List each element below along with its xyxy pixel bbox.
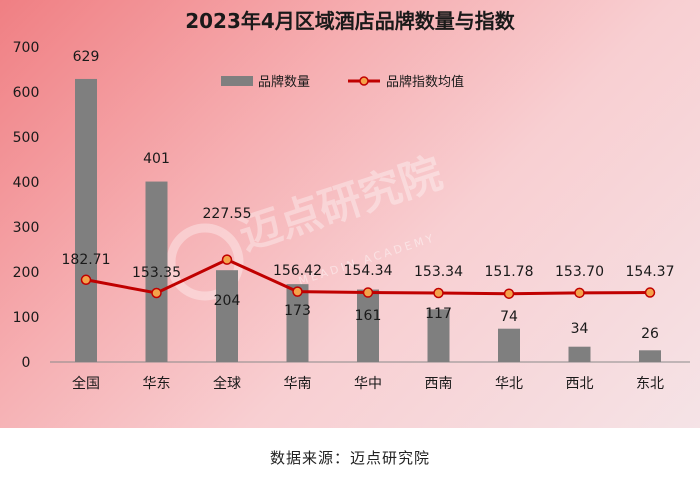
line-point bbox=[433, 287, 444, 299]
line-point bbox=[292, 286, 303, 297]
y-tick-label: 200 bbox=[13, 265, 40, 281]
line-value-label: 154.37 bbox=[626, 264, 675, 280]
line-point bbox=[362, 287, 374, 298]
bar bbox=[357, 289, 379, 362]
x-tick-label: 全国 bbox=[72, 375, 100, 392]
x-tick-label: 华东 bbox=[143, 376, 171, 392]
line-value-label: 182.71 bbox=[62, 252, 111, 268]
line-value-label: 153.34 bbox=[414, 264, 463, 280]
bar-value-label: 629 bbox=[73, 49, 100, 65]
bar bbox=[286, 284, 309, 362]
data-source-text: 数据来源：迈点研究院 bbox=[269, 448, 430, 467]
bar bbox=[568, 346, 591, 362]
x-tick-label: 西北 bbox=[566, 376, 594, 392]
y-tick-label: 300 bbox=[13, 220, 40, 236]
line-point bbox=[644, 287, 656, 298]
x-tick-label: 全球 bbox=[213, 375, 241, 392]
bar-value-label: 34 bbox=[571, 321, 589, 337]
watermark-logo bbox=[166, 223, 244, 301]
bar bbox=[145, 181, 168, 362]
legend-bar-label: 品牌数量 bbox=[258, 74, 310, 90]
line-value-label: 227.55 bbox=[203, 206, 252, 222]
y-tick-label: 500 bbox=[13, 130, 40, 146]
footer: 数据来源：迈点研究院 bbox=[0, 428, 700, 486]
y-tick-label: 400 bbox=[13, 175, 40, 191]
x-tick-label: 华南 bbox=[284, 376, 312, 392]
line-value-label: 154.34 bbox=[344, 263, 393, 279]
y-tick-label: 600 bbox=[13, 85, 40, 101]
line-value-label: 153.35 bbox=[132, 265, 181, 281]
x-tick-label: 西南 bbox=[425, 376, 453, 392]
y-tick-label: 700 bbox=[13, 40, 40, 56]
line-point bbox=[503, 288, 515, 299]
x-tick-label: 东北 bbox=[636, 376, 664, 392]
y-tick-label: 100 bbox=[13, 310, 40, 326]
legend-line-label: 品牌指数均值 bbox=[386, 74, 464, 90]
x-tick-label: 华中 bbox=[354, 376, 382, 392]
y-tick-label: 0 bbox=[22, 355, 31, 371]
bar-value-label: 204 bbox=[214, 293, 241, 309]
bar bbox=[498, 328, 520, 362]
legend-line-marker bbox=[359, 76, 369, 86]
legend-bar-swatch bbox=[221, 76, 253, 86]
bar bbox=[639, 350, 661, 362]
bar-value-label: 401 bbox=[143, 151, 170, 167]
bar bbox=[216, 270, 238, 362]
bar-value-label: 161 bbox=[355, 308, 382, 324]
line-point bbox=[574, 287, 585, 299]
bar-value-label: 117 bbox=[425, 306, 452, 322]
bar-value-label: 26 bbox=[641, 326, 659, 342]
line-point bbox=[221, 254, 233, 265]
line-value-label: 151.78 bbox=[485, 264, 534, 280]
line-point bbox=[80, 274, 92, 286]
x-tick-label: 华北 bbox=[495, 376, 523, 392]
line-value-label: 156.42 bbox=[273, 263, 322, 279]
bar-value-label: 74 bbox=[500, 309, 518, 325]
chart-title: 2023年4月区域酒店品牌数量与指数 bbox=[185, 9, 516, 33]
line-value-label: 153.70 bbox=[555, 264, 604, 280]
chart-panel: 迈点研究院 MEADIN ACADEMY 2023年4月区域酒店品牌数量与指数 0 10… bbox=[0, 0, 700, 428]
bar-value-label: 173 bbox=[284, 303, 311, 319]
bar bbox=[75, 78, 97, 362]
bar bbox=[427, 309, 450, 362]
line-point bbox=[151, 287, 162, 299]
